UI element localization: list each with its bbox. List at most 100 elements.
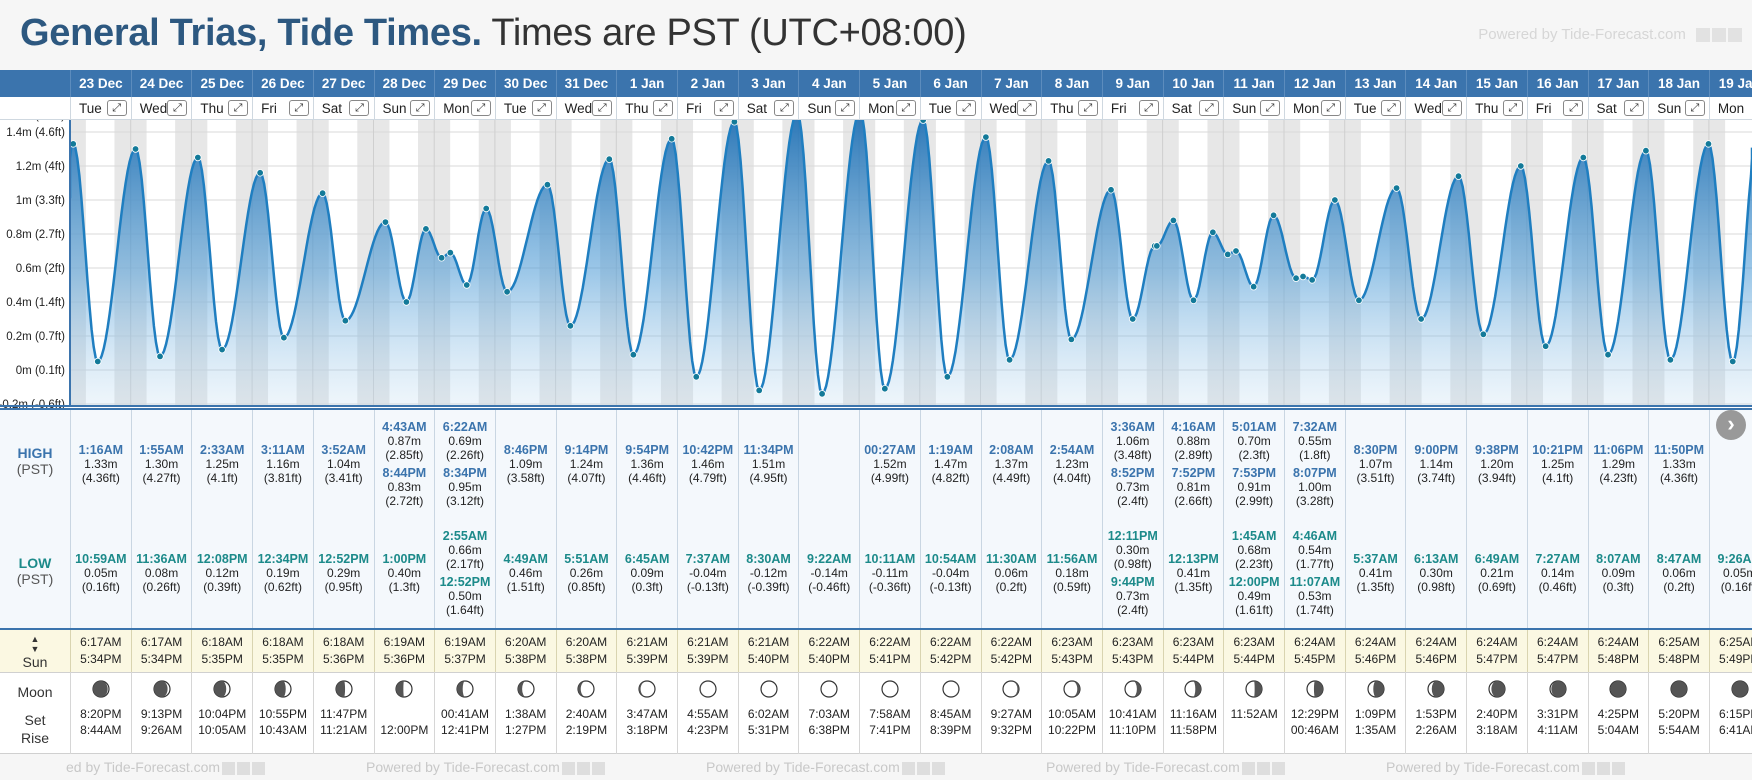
low-tide-height-ft: (1.74ft) [1295,603,1334,617]
moon-phase-icon [739,680,799,698]
expand-icon[interactable]: ⤢ [1320,100,1341,116]
low-tide-height-ft: (0.39ft) [203,580,242,594]
expand-icon[interactable]: ⤢ [228,100,249,116]
tide-extreme-point [1355,296,1363,304]
expand-icon[interactable]: ⤢ [895,100,916,116]
sunrise-time: 6:23AM [1172,635,1215,649]
low-tide-entry: 7:27AM 0.14m (0.46ft) [1535,552,1579,594]
high-tide-time: 10:21PM [1532,443,1583,457]
expand-icon[interactable]: ⤢ [531,100,552,116]
tide-day-column: 7:32AM 0.55m (1.8ft) 8:07PM 1.00m (3.28ft) 4:4… [1284,410,1345,628]
expand-icon[interactable]: ⤢ [1077,100,1098,116]
high-tide-entry: 6:22AM 0.69m (2.26ft) [443,420,487,462]
tide-day-column: 9:54PM 1.36m (4.46ft) 6:45AM 0.09m (0.3ft) [616,410,677,628]
expand-icon[interactable]: ⤢ [1259,100,1280,116]
sunrise-time: 6:24AM [1354,635,1397,649]
sunset-time: 5:36PM [383,652,426,666]
expand-icon[interactable]: ⤢ [410,100,431,116]
low-tide-time: 6:49AM [1474,552,1520,566]
low-tide-entry: 6:45AM 0.09m (0.3ft) [625,552,669,594]
high-tide-height-ft: (4.23ft) [1599,471,1638,485]
expand-icon[interactable]: ⤢ [592,100,613,116]
moon-phase-icon [1042,680,1102,698]
high-tide-time: 1:55AM [139,443,184,457]
expand-icon[interactable]: ⤢ [774,100,795,116]
high-tide-time: 7:52PM [1171,466,1216,480]
expand-icon[interactable]: ⤢ [1199,100,1220,116]
high-tides-cell: 10:21PM 1.25m (4.1ft) [1528,410,1588,518]
high-tide-height-m: 1.20m [1480,457,1514,471]
moon-cell: 9:27AM 9:32PM [980,672,1042,754]
expand-icon[interactable]: ⤢ [1442,100,1463,116]
moonset-time: 7:03AM [808,707,850,721]
high-tide-height-ft: (4.95ft) [749,471,788,485]
sun-times-cell: 6:22AM 5:41PM [859,630,920,672]
sun-times-cell: 6:19AM 5:37PM [434,630,495,672]
low-tide-entry: 10:54AM -0.04m (-0.13ft) [925,552,976,594]
expand-icon[interactable]: ⤢ [1017,100,1038,116]
expand-icon[interactable]: ⤢ [1381,100,1402,116]
sun-times-cell: 6:22AM 5:40PM [798,630,859,672]
powered-by-watermark[interactable]: Powered by Tide-Forecast.com [1478,26,1742,43]
expand-icon[interactable]: ⤢ [106,100,127,116]
low-tide-height-ft: (0.16ft) [1720,580,1752,594]
expand-icon[interactable]: ⤢ [1684,100,1705,116]
expand-icon[interactable]: ⤢ [713,100,734,116]
weekday-cell: Sat ⤢ [1587,97,1649,120]
expand-icon[interactable]: ⤢ [1563,100,1584,116]
moonset-time: 8:20PM [80,707,122,721]
low-tide-height-ft: (-0.39ft) [747,580,790,594]
moonset-time [375,706,435,722]
high-tide-height-ft: (3.12ft) [446,494,485,508]
expand-icon[interactable]: ⤢ [288,100,309,116]
moon-cell: 7:03AM 6:38PM [798,672,859,754]
low-tide-height-ft: (-0.13ft) [929,580,972,594]
low-tides-cell: 6:45AM 0.09m (0.3ft) [617,518,677,628]
expand-icon[interactable]: ⤢ [835,100,856,116]
expand-icon[interactable]: ⤢ [956,100,977,116]
tide-extreme-point [1249,282,1258,291]
sunrise-time: 6:21AM [687,635,729,649]
moonrise-time: 6:38PM [808,723,850,737]
sunset-time: 5:34PM [80,652,122,666]
moon-cell: 2:40PM 3:18AM [1466,672,1527,754]
expand-icon[interactable]: ⤢ [1502,100,1523,116]
low-tides-cell: 5:37AM 0.41m (1.35ft) [1346,518,1406,628]
low-tide-height-ft: (0.98ft) [1113,557,1152,571]
moon-phase-icon [1589,680,1649,698]
high-tide-time: 10:42PM [682,443,734,457]
sun-times-cell: 6:24AM 5:48PM [1587,630,1649,672]
tide-extreme-point [692,373,700,381]
high-tides-cell: 1:55AM 1.30m (4.27ft) [132,410,192,518]
sunrise-time: 6:23AM [1233,635,1275,649]
high-tide-height-ft: (2.99ft) [1235,494,1274,508]
expand-icon[interactable]: ⤢ [349,100,370,116]
high-tides-cell: 5:01AM 0.70m (2.3ft) 7:53PM 0.91m (2.99ft) [1224,410,1284,518]
low-tides-cell: 8:47AM 0.06m (0.2ft) [1649,518,1709,628]
tide-extreme-point [1169,216,1178,225]
weekday-cell: Sat ⤢ [312,97,374,120]
low-tide-height-m: 0.68m [1237,543,1271,557]
low-tide-entry: 4:49AM 0.46m (1.51ft) [504,552,548,594]
tide-extreme-point [730,120,739,126]
sunrise-time: 6:18AM [322,635,365,649]
expand-icon[interactable]: ⤢ [1138,100,1159,116]
high-tides-cell: 8:46PM 1.09m (3.58ft) [496,410,556,518]
expand-icon[interactable]: ⤢ [167,100,188,116]
low-tide-time: 12:00PM [1228,575,1280,589]
moon-phase-icon [678,680,738,698]
low-tide-entry: 12:52PM 0.50m (1.64ft) [440,575,491,617]
high-tide-height-ft: (1.8ft) [1299,448,1331,462]
low-tide-time: 12:13PM [1168,552,1219,566]
moonrise-time: 10:43AM [258,723,307,737]
high-tide-height-m: 1.37m [994,457,1029,471]
expand-icon[interactable]: ⤢ [652,100,673,116]
moonrise-time: 4:23PM [687,723,729,737]
expand-icon[interactable]: ⤢ [470,100,491,116]
high-tide-height-ft: (3.41ft) [324,471,363,485]
date-header-cell: 18 Jan [1648,70,1709,97]
next-dates-button[interactable]: › [1716,410,1746,440]
low-tide-entry: 8:07AM 0.09m (0.3ft) [1596,552,1640,594]
expand-icon[interactable]: ⤢ [1624,100,1645,116]
